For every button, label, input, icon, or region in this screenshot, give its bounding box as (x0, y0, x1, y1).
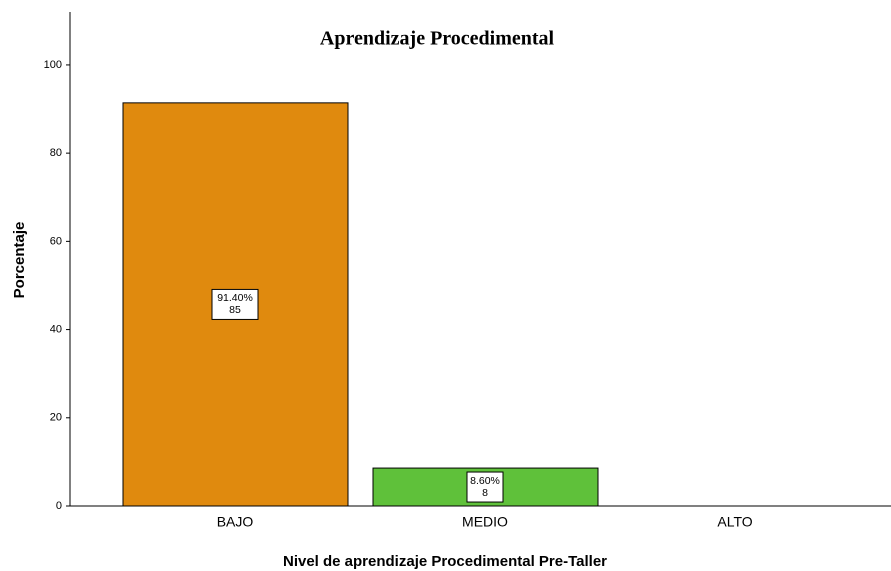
y-tick-label: 60 (50, 235, 62, 247)
y-tick-label: 100 (44, 59, 62, 71)
x-tick-label: ALTO (717, 514, 752, 530)
y-tick-label: 0 (56, 500, 62, 512)
data-label: 8.60% (470, 475, 500, 487)
y-tick-label: 40 (50, 323, 62, 335)
chart-title: Aprendizaje Procedimental (320, 28, 555, 50)
data-label-box (466, 471, 504, 503)
y-tick-label: 80 (50, 147, 62, 159)
data-label-box (211, 288, 259, 320)
x-tick-label: BAJO (217, 514, 254, 530)
y-axis-label: Porcentaje (11, 222, 28, 299)
x-axis-label: Nivel de aprendizaje Procedimental Pre-T… (283, 553, 607, 570)
count-label: 8 (482, 487, 488, 499)
count-label: 85 (229, 304, 241, 316)
y-tick-label: 20 (50, 412, 62, 424)
data-label: 91.40% (217, 292, 253, 304)
x-tick-label: MEDIO (462, 514, 508, 530)
